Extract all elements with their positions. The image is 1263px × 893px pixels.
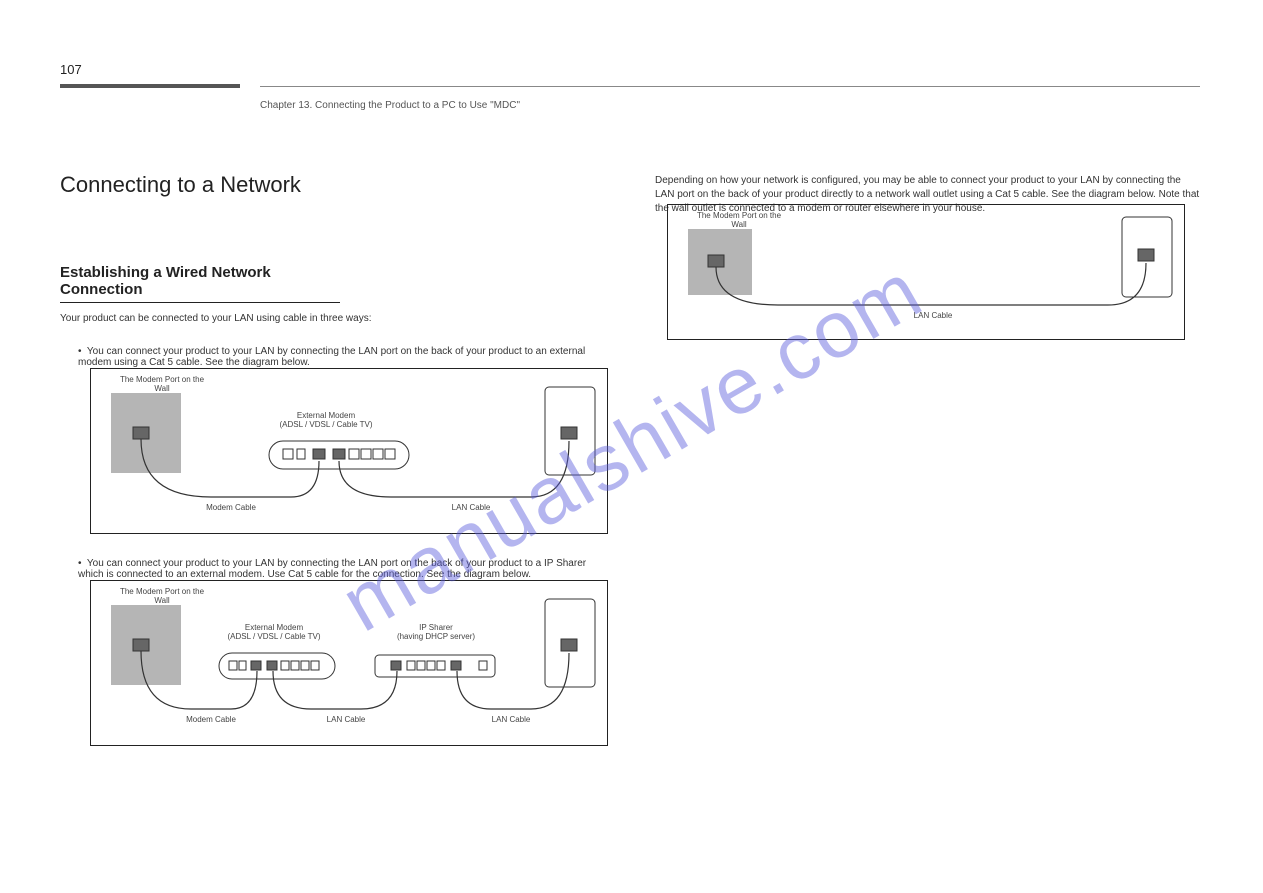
diagram-ip-sharer: The Modem Port on the Wall External Mode… (90, 580, 608, 746)
top-horizontal-rule (260, 86, 1200, 87)
section-heading: Establishing a Wired Network Connection (60, 264, 340, 303)
diagram-1-svg (91, 369, 609, 535)
bullet-item-1: • You can connect your product to your L… (78, 346, 598, 368)
page-title: Connecting to a Network (60, 172, 301, 198)
page-number: 107 (60, 62, 82, 77)
intro-paragraph-left: Your product can be connected to your LA… (60, 312, 610, 326)
top-accent-bar (60, 84, 240, 88)
bullet-text-2: You can connect your product to your LAN… (78, 558, 586, 580)
bullet-dot-icon: • (78, 346, 84, 357)
bullet-item-2: • You can connect your product to your L… (78, 558, 598, 580)
diagram-2-svg (91, 581, 609, 747)
bullet-dot-icon: • (78, 558, 84, 569)
bullet-text-1: You can connect your product to your LAN… (78, 346, 585, 368)
diagram-direct-wall: The Modem Port on the Wall LAN Cable LAN (667, 204, 1185, 340)
diagram-external-modem: The Modem Port on the Wall External Mode… (90, 368, 608, 534)
diagram-3-svg (668, 205, 1186, 341)
chapter-breadcrumb: Chapter 13. Connecting the Product to a … (260, 100, 520, 111)
